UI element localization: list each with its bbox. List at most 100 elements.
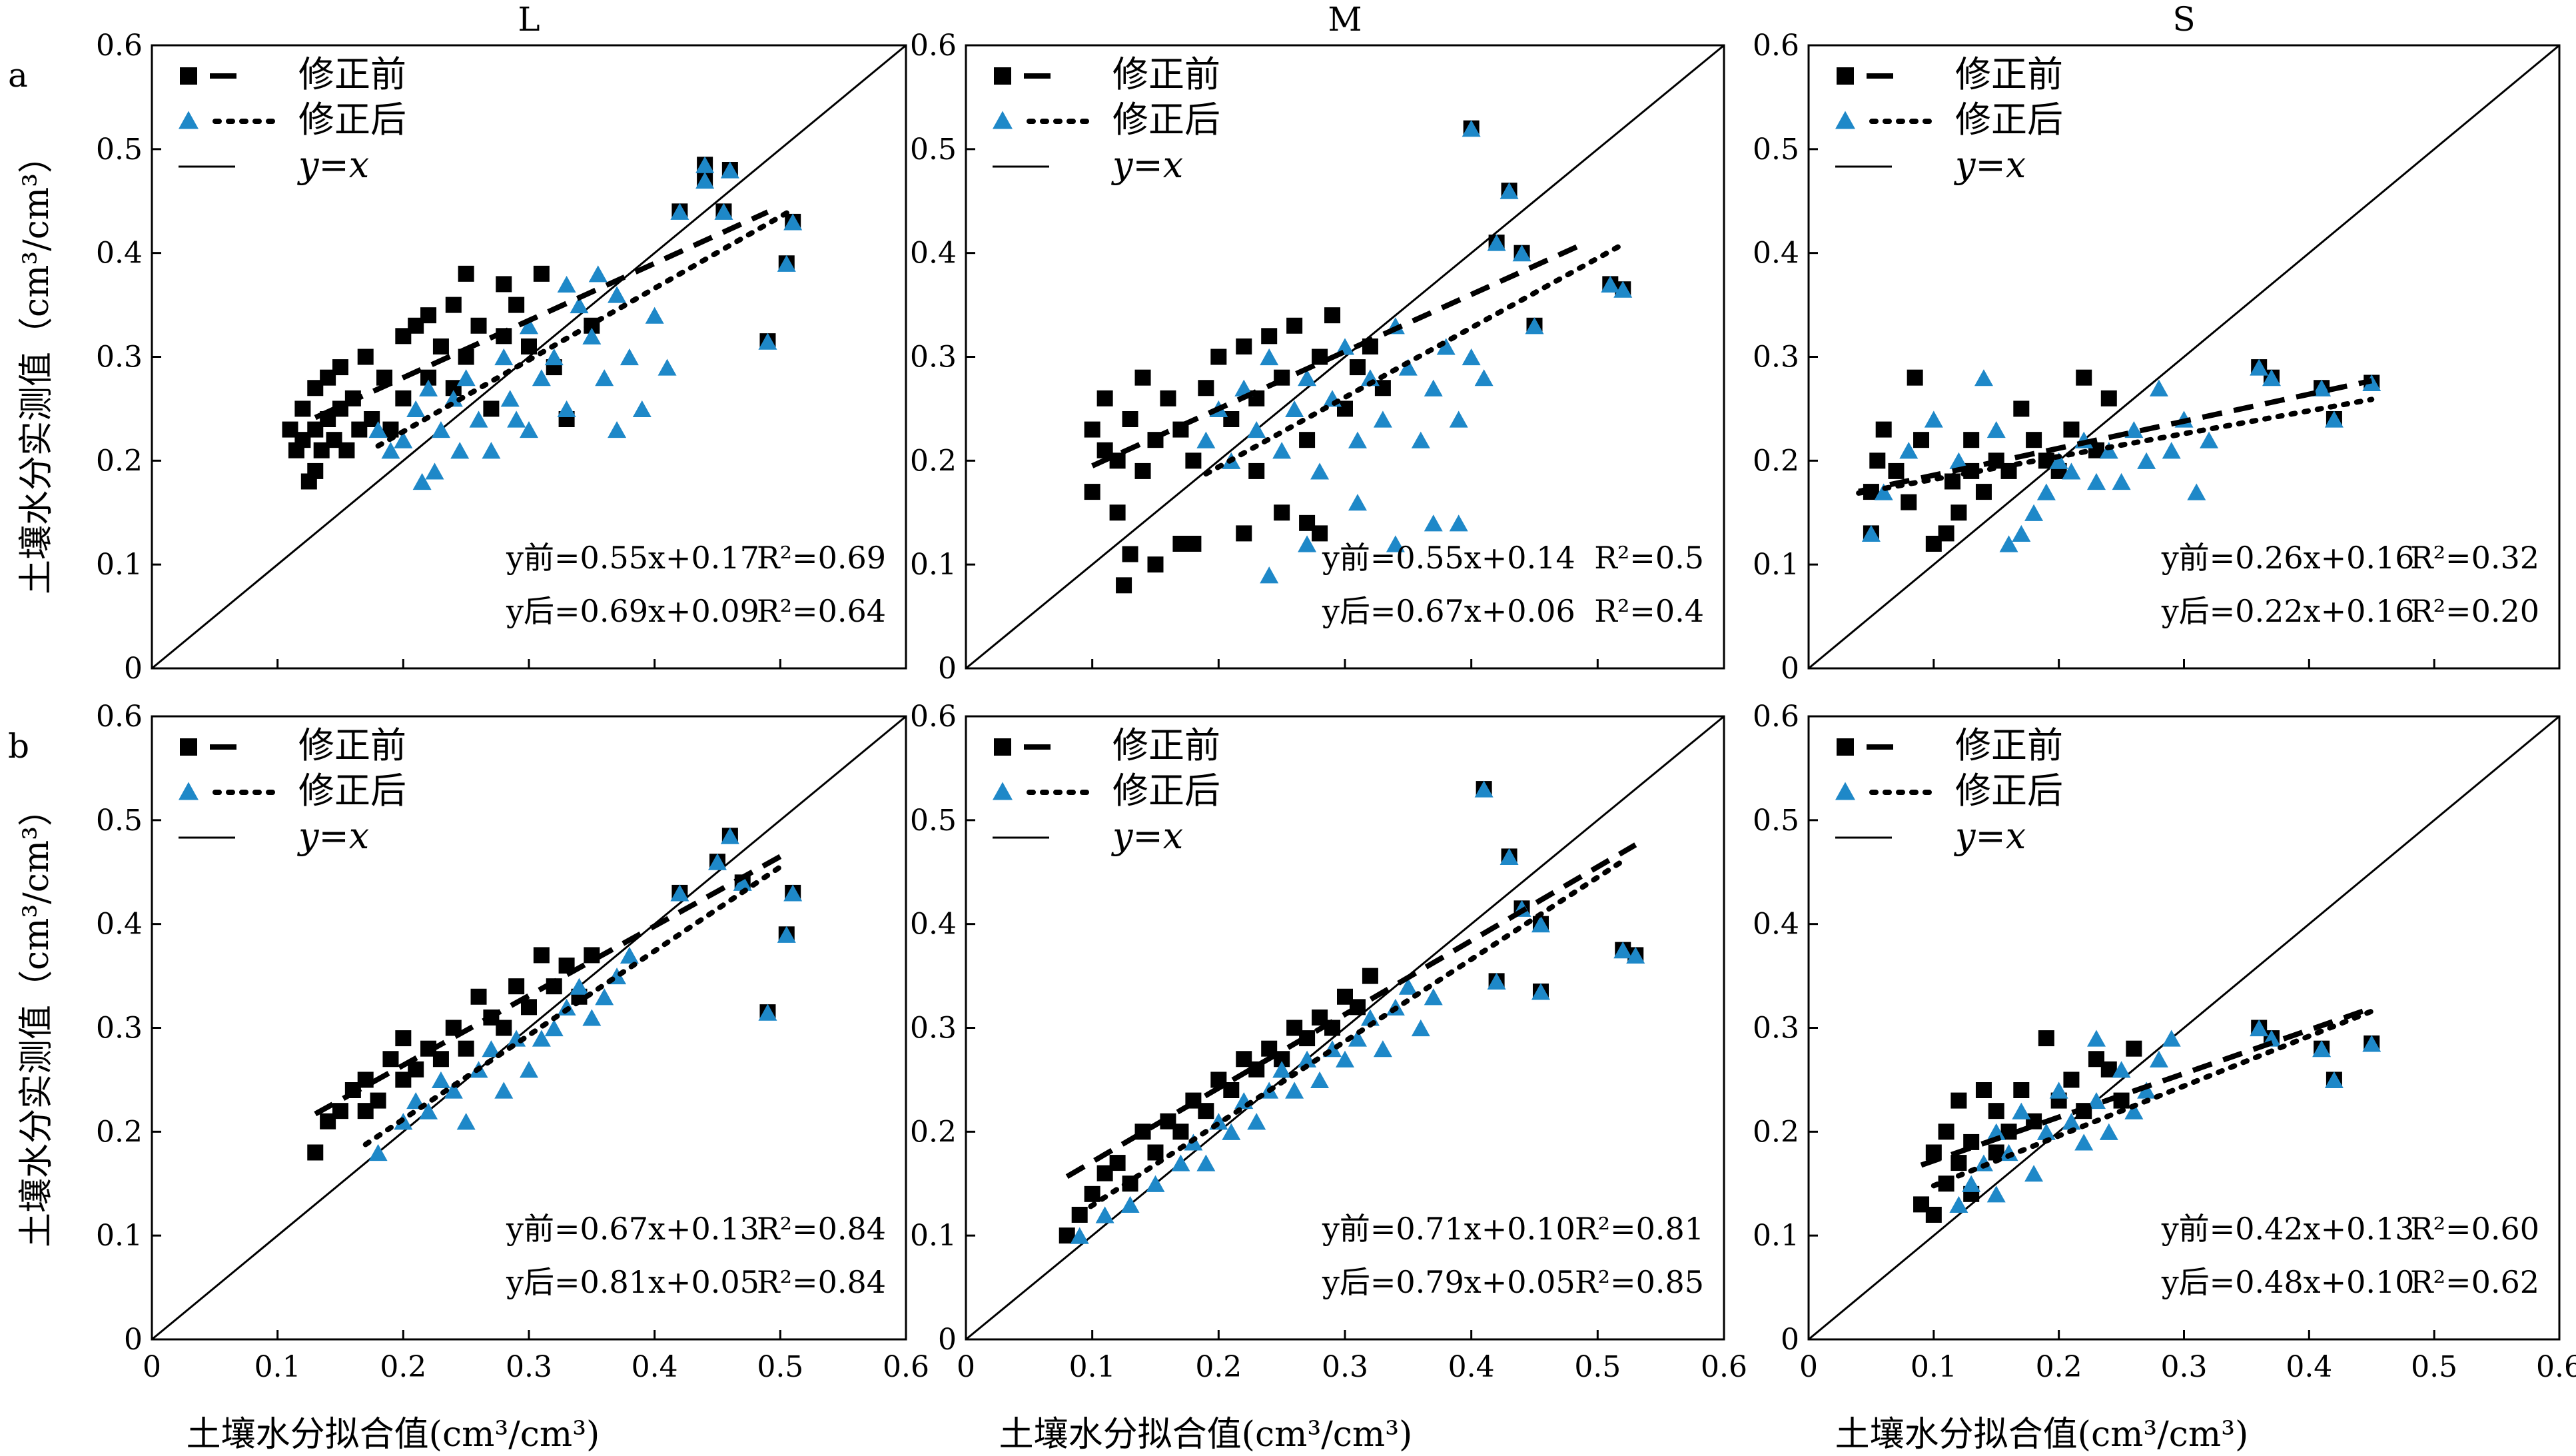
point-after <box>482 1040 501 1058</box>
point-before <box>1248 462 1265 479</box>
point-before <box>496 1020 512 1036</box>
legend-after-marker <box>993 111 1013 129</box>
point-after <box>431 1071 450 1089</box>
chart-panel-4: 00 0.1 0.1 0.2 0.2 0.3 0.3 0.4 0.4 0.5 0.5 0.6 0.6 修正… <box>96 700 929 1384</box>
x-tick-label: 0.1 <box>1069 1350 1116 1384</box>
point-after <box>1247 1113 1266 1130</box>
x-tick-label: 0 <box>957 1350 975 1384</box>
point-after <box>2087 1092 2106 1109</box>
point-after <box>1999 1143 2018 1161</box>
fit-line-before <box>314 854 782 1117</box>
point-before <box>2100 390 2117 406</box>
point-after <box>2036 483 2056 500</box>
fit-line-before <box>1858 378 2373 494</box>
equation-after: y后=0.81x+0.05 <box>506 1264 759 1300</box>
point-before <box>1274 504 1290 521</box>
legend-before-label: 修正前 <box>1112 53 1220 95</box>
fit-line-before <box>1091 241 1587 468</box>
y-tick-label: 0.3 <box>910 341 957 374</box>
y-tick-label: 0.3 <box>910 1012 957 1046</box>
x-tick-label: 0.2 <box>380 1350 426 1384</box>
y-tick-label: 0.2 <box>910 444 957 478</box>
point-before <box>1875 421 1892 438</box>
point-before <box>1901 494 1917 510</box>
point-after <box>1531 983 1550 1000</box>
point-after <box>469 410 488 428</box>
point-before <box>370 1092 386 1109</box>
point-after <box>2012 524 2031 542</box>
point-before <box>1299 432 1316 448</box>
equation-before: y前=0.26x+0.16 <box>2161 540 2415 576</box>
panel-title-M: M <box>1328 0 1362 39</box>
point-after <box>1336 338 1354 355</box>
y-tick-label: 0.1 <box>1753 548 1799 582</box>
point-before <box>1925 1207 1942 1223</box>
y-tick-label: 0.6 <box>96 700 143 734</box>
point-after <box>368 1143 388 1161</box>
point-after <box>1348 494 1367 511</box>
legend-before-marker <box>180 67 197 85</box>
point-after <box>608 286 627 303</box>
point-after <box>1272 442 1292 459</box>
point-after <box>714 203 733 220</box>
point-after <box>582 1009 602 1026</box>
point-after <box>2087 1030 2106 1047</box>
point-before <box>483 400 500 417</box>
point-before <box>1096 390 1113 406</box>
point-after <box>2262 369 2281 386</box>
point-after <box>1986 1123 2006 1140</box>
point-before <box>1888 462 1905 479</box>
y-tick-label: 0.2 <box>96 1115 143 1149</box>
point-before <box>1210 349 1227 365</box>
point-after <box>1462 120 1481 137</box>
point-after <box>1487 234 1506 251</box>
point-after <box>1373 1040 1392 1058</box>
point-after <box>1120 1195 1140 1213</box>
point-after <box>720 827 739 844</box>
point-after <box>444 1082 463 1099</box>
point-after <box>1411 431 1430 448</box>
point-after <box>758 1004 777 1021</box>
panel-title-S: S <box>2172 0 2195 39</box>
identity-line <box>151 715 907 1341</box>
point-after <box>1449 410 1468 428</box>
point-before <box>496 276 512 293</box>
x-tick-label: 0.4 <box>2286 1350 2332 1384</box>
point-after <box>777 255 796 272</box>
point-after <box>1298 1050 1317 1068</box>
r2-after: R²=0.84 <box>757 1264 886 1300</box>
x-tick-label: 0 <box>143 1350 161 1384</box>
point-after <box>1424 988 1443 1006</box>
point-after <box>1500 848 1519 865</box>
point-before <box>2013 400 2030 417</box>
y-tick-label: 0.4 <box>910 237 957 271</box>
r2-after: R²=0.64 <box>757 593 886 629</box>
equation-after: y后=0.67x+0.06 <box>1322 593 1575 629</box>
point-after <box>1462 348 1481 366</box>
point-after <box>419 379 438 396</box>
point-after <box>1171 1154 1190 1171</box>
point-after <box>520 1061 538 1078</box>
point-after <box>758 333 777 350</box>
point-before <box>432 338 449 355</box>
identity-line <box>965 715 1725 1341</box>
point-before <box>2126 1040 2142 1057</box>
legend-after-marker <box>1835 782 1855 800</box>
y-tick-label: 0.1 <box>1753 1219 1799 1253</box>
x-tick-label: 0.5 <box>2411 1350 2457 1384</box>
legend-after-marker <box>179 111 199 129</box>
point-after <box>657 359 677 376</box>
legend-identity-label: y=x <box>1954 815 2026 857</box>
chart-panel-6: 00 0.1 0.1 0.2 0.2 0.3 0.3 0.4 0.4 0.5 0.5 0.6 0.6 修正… <box>1753 700 2576 1384</box>
point-after <box>1298 535 1317 552</box>
point-after <box>2012 1102 2031 1119</box>
point-before <box>458 265 474 282</box>
point-before <box>1109 452 1126 469</box>
point-before <box>1109 504 1126 521</box>
point-before <box>521 999 537 1016</box>
point-after <box>1196 1154 1216 1171</box>
point-before <box>470 317 487 334</box>
point-after <box>1285 1082 1304 1099</box>
legend-after-label: 修正后 <box>1955 770 2063 812</box>
point-before <box>2076 369 2092 386</box>
